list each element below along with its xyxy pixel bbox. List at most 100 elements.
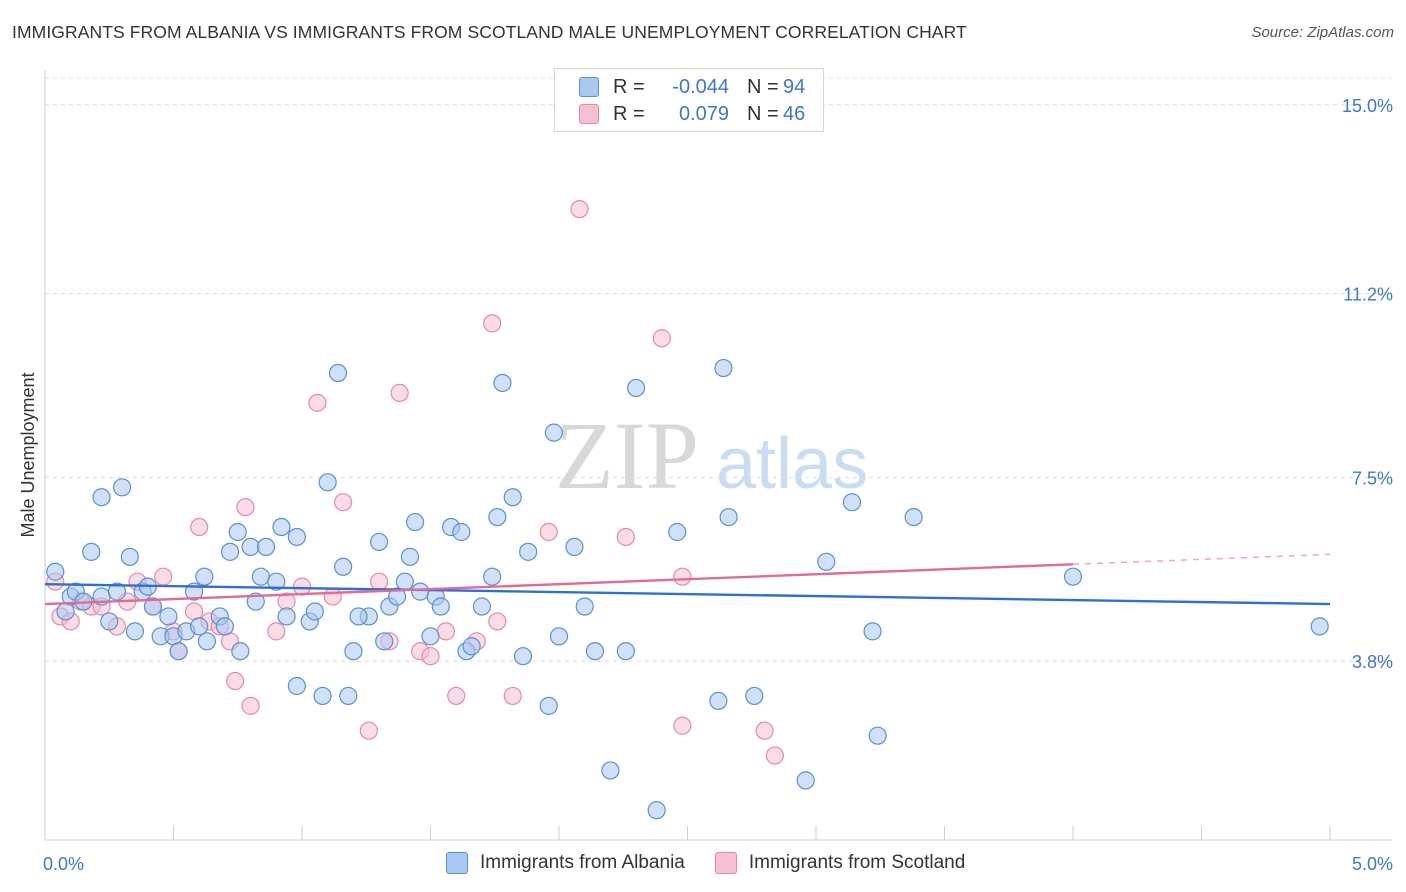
- data-point: [370, 532, 389, 552]
- legend-r-value: 0.079: [678, 102, 729, 125]
- data-point: [863, 622, 882, 641]
- data-point: [190, 517, 209, 537]
- data-point: [400, 547, 420, 566]
- data-point: [328, 363, 348, 383]
- data-point: [714, 358, 733, 378]
- data-point: [472, 597, 491, 616]
- data-point: [387, 587, 407, 606]
- data-point: [236, 498, 255, 517]
- data-point: [318, 473, 337, 492]
- x-tick-label: 0.0%: [43, 854, 84, 874]
- data-point: [334, 557, 353, 576]
- y-tick-label: 11.2%: [1343, 285, 1393, 305]
- data-point: [169, 642, 188, 661]
- data-point: [673, 716, 692, 735]
- trend-line-extension: [1072, 553, 1331, 566]
- legend-r-label: R =: [613, 102, 645, 125]
- data-point: [575, 597, 594, 616]
- data-point: [616, 527, 635, 547]
- legend-swatch-albania: [446, 852, 468, 874]
- data-point: [143, 597, 163, 616]
- data-point: [112, 478, 132, 497]
- data-point: [483, 314, 502, 333]
- legend-r-value: -0.044: [672, 75, 729, 98]
- data-point: [287, 676, 306, 696]
- stats-legend: R = -0.044 N = 94 R = 0.079 N = 46: [554, 68, 824, 132]
- legend-r-label: R =: [613, 75, 645, 98]
- data-point: [503, 686, 522, 706]
- data-point: [1063, 567, 1083, 586]
- data-point: [241, 696, 260, 715]
- data-point: [82, 542, 101, 561]
- data-point: [544, 423, 563, 442]
- data-point: [745, 686, 764, 706]
- legend-n-label: N =: [747, 102, 779, 125]
- data-point: [668, 522, 687, 542]
- data-point: [673, 567, 692, 586]
- data-points: [46, 199, 1329, 820]
- data-point: [344, 642, 363, 661]
- data-point: [539, 696, 558, 715]
- data-point: [100, 612, 119, 631]
- data-point: [452, 522, 471, 542]
- data-point: [868, 726, 887, 745]
- data-point: [251, 567, 270, 586]
- data-point: [308, 393, 327, 412]
- x-tick-label: 5.0%: [1352, 854, 1393, 874]
- legend-swatch-albania: [579, 77, 599, 97]
- data-point: [241, 537, 260, 557]
- data-point: [292, 577, 312, 596]
- data-point: [493, 373, 512, 393]
- data-point: [256, 537, 276, 557]
- data-point: [483, 567, 502, 586]
- y-tick-label: 15.0%: [1342, 96, 1393, 116]
- data-point: [1310, 617, 1329, 636]
- data-point: [231, 642, 250, 661]
- data-point: [755, 721, 774, 740]
- data-point: [359, 721, 378, 740]
- data-point: [616, 642, 635, 661]
- data-point: [421, 627, 440, 646]
- y-tick-label: 3.8%: [1352, 652, 1393, 672]
- data-point: [305, 602, 324, 621]
- data-point: [519, 542, 538, 561]
- data-point: [287, 527, 306, 547]
- data-point: [719, 507, 738, 527]
- data-point: [539, 522, 558, 542]
- data-point: [46, 562, 65, 581]
- legend-row-albania: R = -0.044 N = 94: [579, 74, 805, 100]
- data-point: [267, 622, 286, 641]
- data-point: [817, 552, 836, 571]
- legend-item-albania: Immigrants from Albania: [446, 852, 685, 874]
- data-point: [220, 542, 240, 561]
- legend-n-label: N =: [747, 75, 779, 98]
- watermark: ZIP atlas: [555, 402, 868, 509]
- legend-n-value: 94: [783, 75, 806, 98]
- source-label: Source: ZipAtlas.com: [1251, 24, 1394, 41]
- trend-lines: [44, 553, 1331, 606]
- data-point: [125, 622, 145, 641]
- data-point: [503, 488, 522, 507]
- data-point: [228, 522, 247, 542]
- data-point: [370, 572, 389, 591]
- data-point: [842, 493, 862, 512]
- data-point: [488, 612, 507, 631]
- legend-n-value: 46: [783, 102, 806, 125]
- data-point: [462, 637, 481, 656]
- data-point: [246, 592, 265, 611]
- data-point: [652, 329, 671, 348]
- data-point: [323, 587, 342, 606]
- data-point: [272, 517, 291, 537]
- data-point: [226, 671, 245, 691]
- data-point: [92, 488, 111, 507]
- data-point: [765, 746, 784, 765]
- legend-swatch-scotland: [579, 104, 599, 124]
- trend-line: [44, 582, 1331, 606]
- data-point: [436, 622, 456, 641]
- data-point: [585, 642, 605, 661]
- y-axis-label: Male Unemployment: [18, 372, 38, 537]
- data-point: [159, 607, 178, 626]
- series-scotland: [46, 199, 784, 765]
- legend-row-scotland: R = 0.079 N = 46: [579, 101, 805, 127]
- data-point: [447, 686, 466, 706]
